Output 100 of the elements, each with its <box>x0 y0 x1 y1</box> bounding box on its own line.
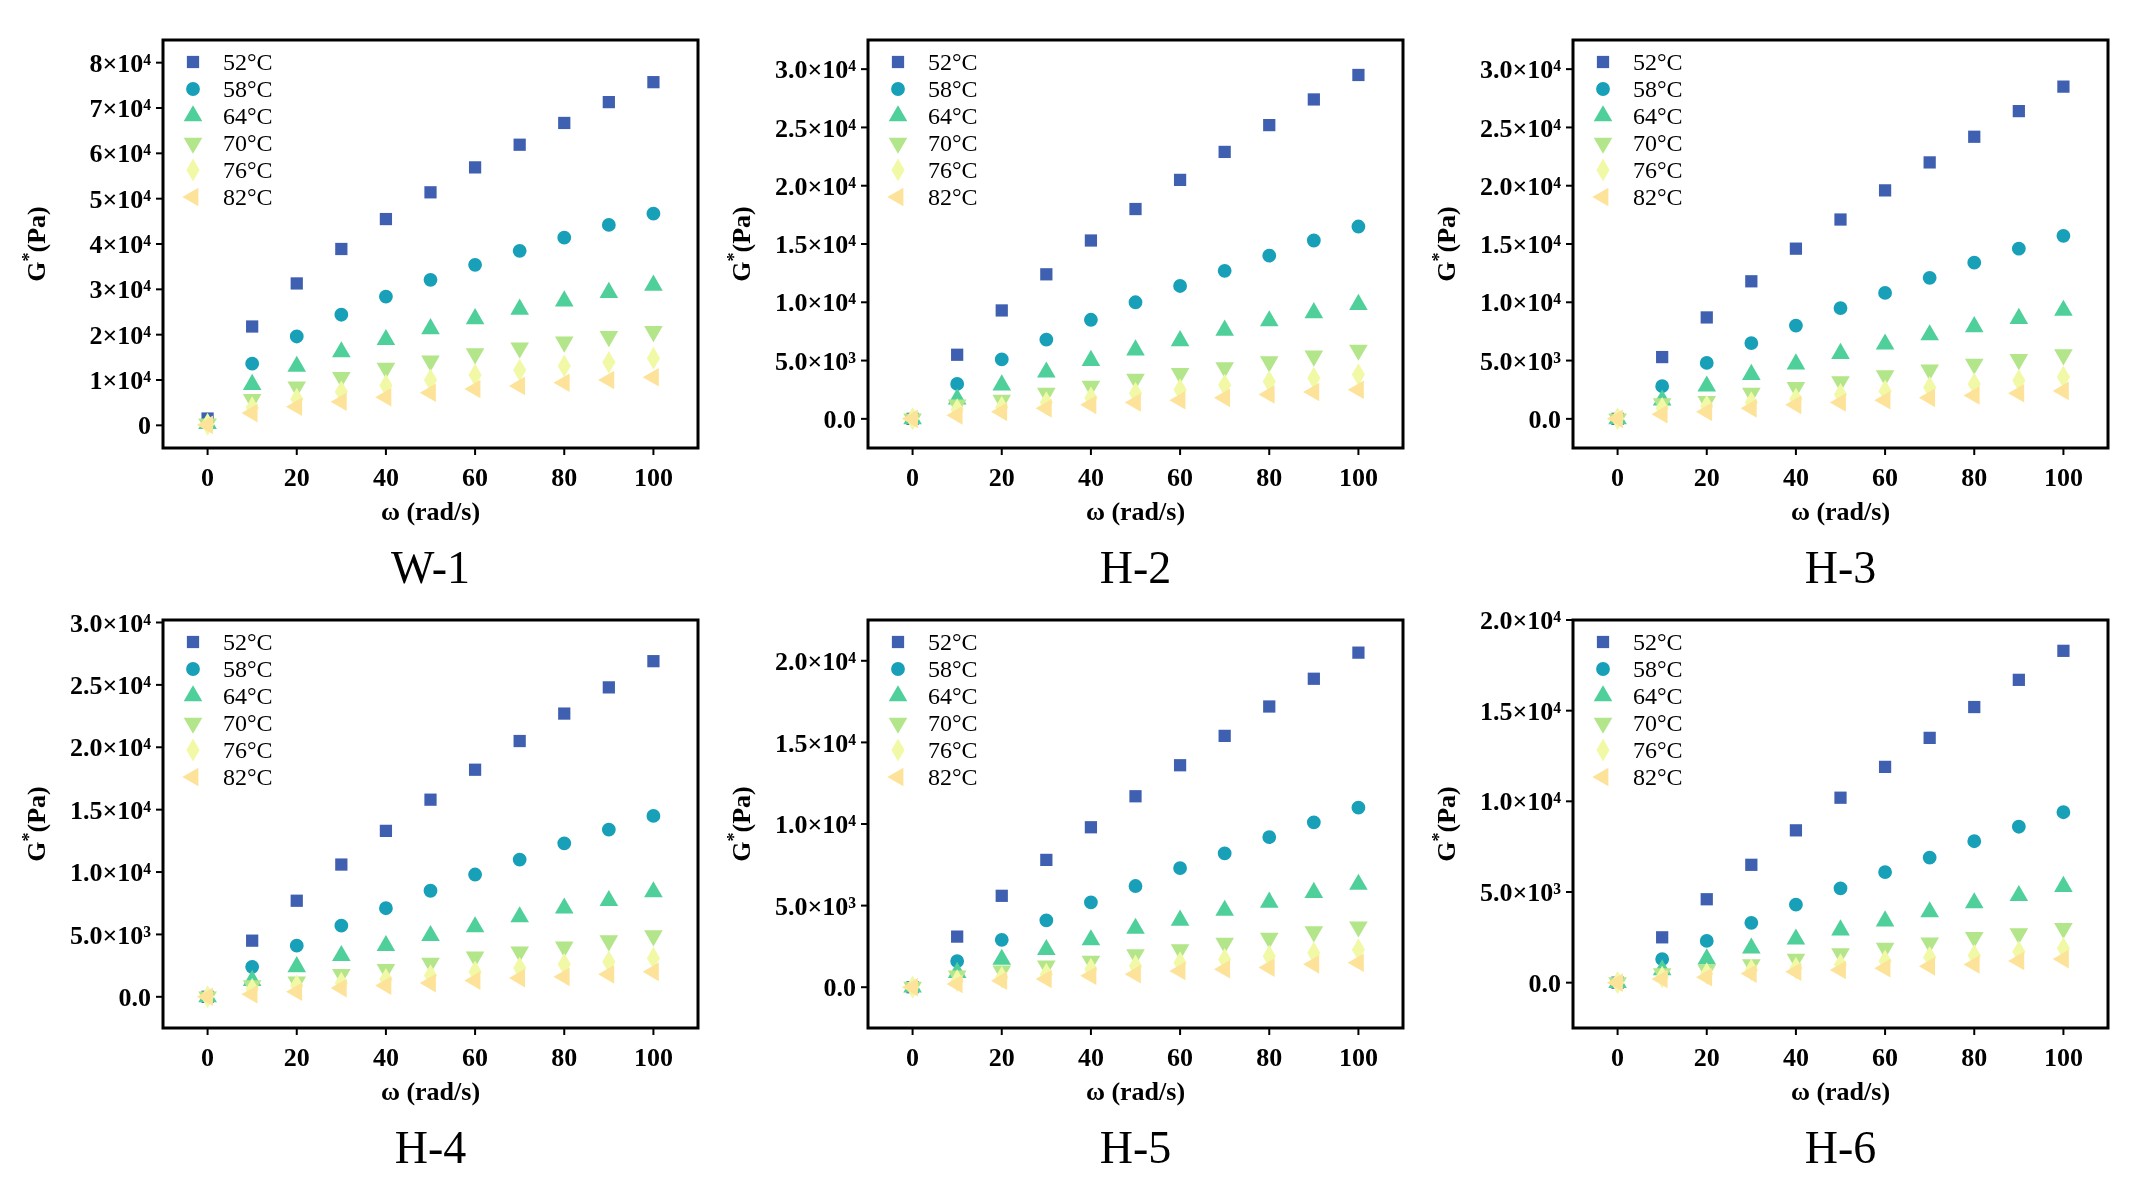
point <box>424 186 437 199</box>
y-tick-label: 2.0×10⁴ <box>774 171 857 201</box>
legend-label: 58°C <box>928 76 978 103</box>
legend-label: 52°C <box>223 629 273 656</box>
y-tick-label: 2.0×10⁴ <box>1479 606 1562 636</box>
x-tick-label: 0 <box>906 463 920 492</box>
legend-label: 82°C <box>1633 184 1683 211</box>
text: H-3 <box>1804 542 1877 593</box>
y-tick-label: 2.5×10⁴ <box>1479 113 1562 143</box>
point <box>1833 301 1848 316</box>
y-tick-label: 5×10⁴ <box>89 184 152 214</box>
point <box>1352 68 1365 82</box>
point <box>995 889 1008 902</box>
point <box>1968 130 1981 143</box>
point <box>557 836 572 851</box>
point <box>246 934 259 947</box>
point <box>290 277 303 290</box>
point <box>1834 791 1847 804</box>
point <box>647 655 660 668</box>
legend-label: 58°C <box>1633 76 1683 103</box>
x-tick-label: 40 <box>372 463 399 492</box>
point <box>1263 700 1276 713</box>
point <box>994 932 1009 947</box>
point <box>2056 805 2071 820</box>
point <box>950 376 965 391</box>
text: H-6 <box>1804 1122 1877 1173</box>
point <box>513 138 526 151</box>
point <box>1039 913 1054 928</box>
point <box>1655 379 1670 394</box>
x-tick-label: 20 <box>988 1043 1015 1072</box>
point <box>1967 834 1982 849</box>
point <box>379 901 393 916</box>
point <box>646 808 661 823</box>
x-tick-label: 20 <box>283 1043 310 1072</box>
point <box>334 307 349 322</box>
x-axis-title: ω (rad/s) <box>1085 1077 1186 1106</box>
point <box>423 272 438 287</box>
x-axis-title: ω (rad/s) <box>1790 497 1891 526</box>
x-tick-label: 60 <box>1167 463 1194 492</box>
x-axis-title: ω (rad/s) <box>1085 497 1186 526</box>
legend-label: 82°C <box>928 184 978 211</box>
point <box>379 212 393 226</box>
point <box>1351 800 1366 815</box>
point <box>1745 275 1758 288</box>
y-tick-label: 0.0 <box>118 982 151 1012</box>
point <box>1789 242 1803 255</box>
point <box>512 243 527 258</box>
point <box>423 883 438 898</box>
legend-label: 58°C <box>223 656 273 683</box>
legend-label: 70°C <box>223 130 273 157</box>
legend-label: 76°C <box>928 737 978 764</box>
y-tick-label: 2.5×10⁴ <box>774 113 857 143</box>
point <box>424 793 437 806</box>
point <box>1351 219 1366 234</box>
point <box>512 852 527 867</box>
y-tick-label: 8×10⁴ <box>89 48 152 78</box>
x-tick-label: 80 <box>1961 1043 1988 1072</box>
legend-label: 76°C <box>223 157 273 184</box>
x-tick-label: 60 <box>1872 1043 1899 1072</box>
x-tick-label: 0 <box>1611 463 1625 492</box>
legend-label: 52°C <box>1633 49 1683 76</box>
legend-label: 70°C <box>1633 710 1683 737</box>
y-tick-label: 0.0 <box>823 973 856 1003</box>
point <box>1217 263 1232 278</box>
point <box>1173 173 1187 187</box>
point <box>646 206 661 221</box>
legend-label: 58°C <box>1633 656 1683 683</box>
legend-label: 64°C <box>223 103 273 130</box>
legend-label: 76°C <box>1633 737 1683 764</box>
point <box>290 894 303 907</box>
x-tick-label: 40 <box>372 1043 399 1072</box>
y-tick-label: 3.0×10⁴ <box>1479 55 1562 85</box>
point <box>1352 646 1365 659</box>
y-tick-label: 1.0×10⁴ <box>1479 787 1562 817</box>
y-tick-label: 2.0×10⁴ <box>1479 171 1562 201</box>
point <box>245 356 260 371</box>
x-tick-label: 0 <box>906 1043 920 1072</box>
point <box>1218 729 1231 742</box>
legend-label: 64°C <box>928 103 978 130</box>
x-axis-title: ω (rad/s) <box>380 497 481 526</box>
point <box>1040 268 1053 281</box>
x-tick-label: 40 <box>1077 463 1104 492</box>
legend-label: 82°C <box>223 764 273 791</box>
point <box>1656 931 1669 944</box>
point <box>245 959 260 974</box>
point <box>1878 865 1892 879</box>
legend-label: 58°C <box>223 76 273 103</box>
point <box>1700 893 1713 906</box>
legend-label: 64°C <box>223 683 273 710</box>
legend-label: 82°C <box>223 184 273 211</box>
x-tick-label: 60 <box>1872 463 1899 492</box>
legend-label: 82°C <box>928 764 978 791</box>
point <box>602 681 615 694</box>
point <box>513 734 526 748</box>
point <box>379 289 393 304</box>
legend-label: 70°C <box>928 130 978 157</box>
point <box>1699 934 1714 948</box>
x-tick-label: 20 <box>283 463 310 492</box>
y-tick-label: 0.0 <box>1528 404 1561 434</box>
point <box>1307 672 1320 685</box>
